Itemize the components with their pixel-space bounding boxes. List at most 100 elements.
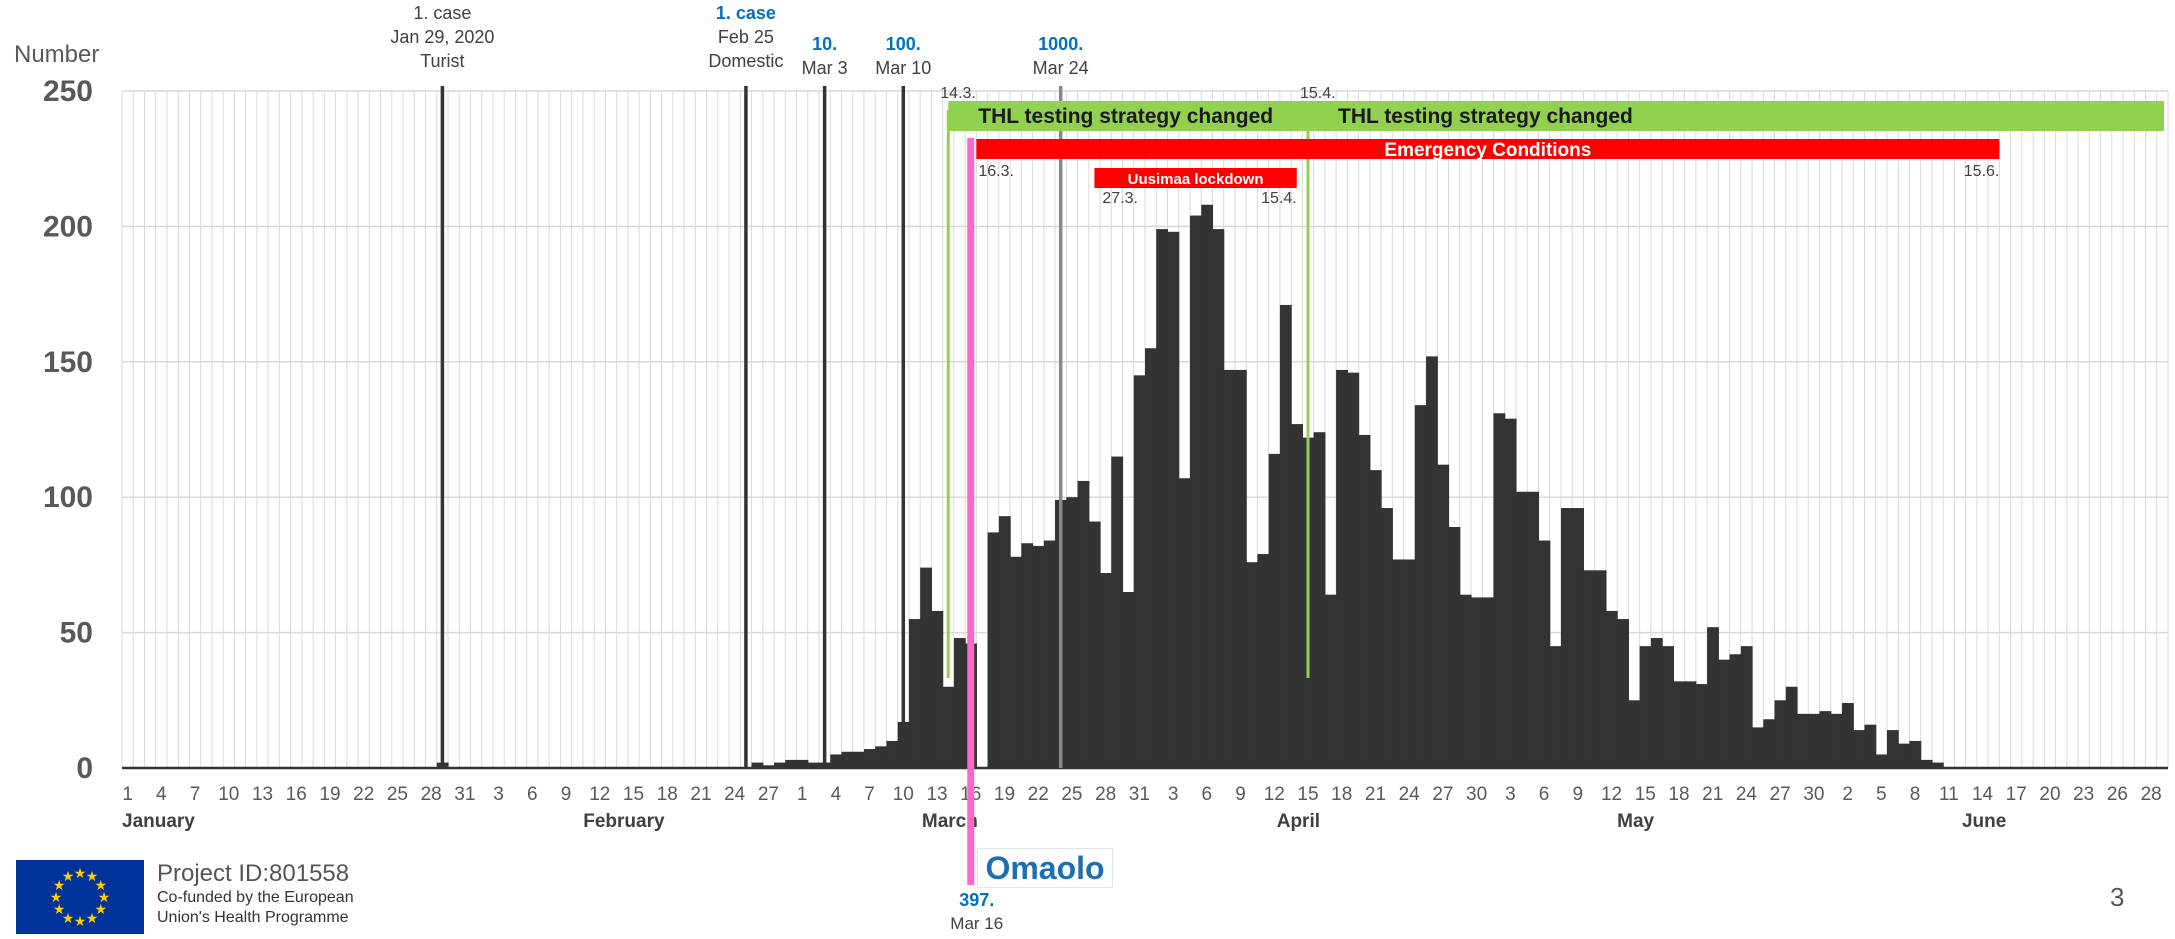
- omaolo-count-label: 397.: [959, 890, 994, 910]
- x-tick-label: 12: [1601, 784, 1622, 805]
- bar-2020-06-04: [1864, 724, 1877, 768]
- eu-star-icon: ★: [86, 868, 99, 884]
- bar-2020-05-24: [1740, 646, 1753, 768]
- y-tick-label: 200: [43, 210, 93, 243]
- bar-2020-04-22: [1381, 508, 1393, 768]
- x-tick-label: 6: [527, 784, 538, 805]
- bar-2020-04-14: [1291, 424, 1303, 768]
- bar-2020-04-21: [1369, 470, 1382, 768]
- x-tick-label: 3: [1168, 784, 1179, 805]
- bar-2020-05-02: [1493, 413, 1506, 768]
- bar-2020-04-10: [1246, 562, 1259, 768]
- y-tick-label: 50: [60, 617, 93, 650]
- milestone-label: 1. case: [413, 3, 471, 23]
- bar-2020-06-10: [1931, 762, 1944, 768]
- bar-2020-04-02: [1156, 229, 1169, 768]
- x-tick-label: 18: [1331, 784, 1352, 805]
- bar-2020-06-03: [1853, 730, 1866, 768]
- bar-2020-04-06: [1201, 204, 1214, 769]
- bar-2020-03-22: [1032, 545, 1045, 768]
- bar-2020-05-30: [1808, 713, 1821, 768]
- eu-star-icon: ★: [53, 901, 66, 917]
- bar-2020-05-28: [1785, 686, 1798, 768]
- x-tick-label: 25: [1061, 784, 1082, 805]
- x-tick-label: 14: [1972, 784, 1994, 805]
- x-tick-label: 1: [797, 784, 808, 805]
- x-tick-label: 21: [690, 784, 711, 805]
- x-tick-label: 25: [387, 784, 408, 805]
- bar-2020-05-12: [1605, 610, 1618, 768]
- bar-2020-02-28: [774, 762, 786, 768]
- x-tick-label: 6: [1202, 784, 1213, 805]
- x-tick-label: 30: [1466, 784, 1487, 805]
- bar-2020-04-27: [1437, 464, 1450, 768]
- bar-2020-05-31: [1819, 711, 1832, 768]
- bar-2020-03-08: [875, 746, 888, 768]
- milestone-label: 10.: [812, 34, 837, 54]
- emergency-bar: [976, 139, 2000, 159]
- bar-2020-03-29: [1111, 456, 1124, 768]
- bar-2020-05-17: [1662, 646, 1674, 768]
- x-tick-label: 27: [758, 784, 779, 805]
- bar-2020-05-14: [1628, 700, 1641, 768]
- x-tick-label: 9: [561, 784, 572, 805]
- bar-2020-04-18: [1336, 369, 1348, 768]
- bar-2020-03-09: [886, 740, 899, 768]
- bar-2020-03-20: [1010, 556, 1022, 768]
- bar-2020-05-07: [1549, 646, 1562, 768]
- milestone-label: Domestic: [708, 51, 783, 71]
- x-tick-label: 12: [1264, 784, 1285, 805]
- month-label: March: [922, 811, 978, 832]
- bar-2020-03-23: [1043, 540, 1056, 768]
- bar-2020-04-13: [1279, 304, 1292, 768]
- milestone-label: Mar 24: [1033, 58, 1089, 78]
- x-tick-label: 26: [2107, 784, 2128, 805]
- lockdown-end-label: 15.4.: [1261, 190, 1297, 207]
- x-tick-label: 10: [893, 784, 914, 805]
- bar-2020-04-30: [1471, 597, 1483, 768]
- milestone-label: 100.: [886, 34, 921, 54]
- month-label: April: [1277, 811, 1320, 832]
- milestone-label: Feb 25: [718, 27, 774, 47]
- bar-2020-05-04: [1515, 491, 1528, 768]
- bar-2020-04-16: [1313, 432, 1326, 768]
- eu-star-icon: ★: [74, 865, 87, 881]
- eu-star-icon: ★: [86, 910, 99, 926]
- cofunded-line-1: Co-funded by the European: [157, 889, 354, 906]
- eu-star-icon: ★: [74, 913, 87, 929]
- x-tick-label: 24: [724, 784, 746, 805]
- x-tick-label: 15: [1635, 784, 1656, 805]
- bar-2020-04-12: [1268, 453, 1281, 768]
- bar-2020-05-08: [1560, 508, 1573, 768]
- bar-2020-03-31: [1133, 375, 1146, 768]
- bar-2020-03-15: [953, 638, 966, 768]
- bar-2020-04-26: [1426, 356, 1438, 768]
- bar-2020-05-27: [1774, 700, 1787, 768]
- x-tick-label: 13: [252, 784, 273, 805]
- bar-2020-05-05: [1527, 491, 1540, 768]
- y-tick-label: 0: [76, 752, 93, 785]
- bar-2020-05-25: [1752, 727, 1764, 768]
- bar-2020-05-03: [1504, 418, 1517, 768]
- emergency-end-label: 15.6.: [1964, 163, 2000, 180]
- eu-star-icon: ★: [98, 889, 111, 905]
- eu-star-icon: ★: [95, 901, 108, 917]
- x-tick-label: 31: [1129, 784, 1150, 805]
- month-label: June: [1962, 811, 2006, 832]
- bar-2020-03-11: [908, 619, 921, 768]
- x-tick-label: 18: [657, 784, 678, 805]
- page-number: 3: [2110, 882, 2125, 912]
- eu-star-icon: ★: [62, 868, 75, 884]
- bar-2020-04-29: [1459, 594, 1472, 768]
- bar-2020-06-05: [1875, 754, 1888, 768]
- x-tick-label: 28: [2141, 784, 2162, 805]
- x-tick-label: 23: [2073, 784, 2094, 805]
- bar-2020-03-28: [1100, 573, 1112, 768]
- bar-2020-06-02: [1841, 703, 1854, 768]
- bar-2020-06-06: [1886, 730, 1899, 768]
- x-tick-label: 17: [2006, 784, 2027, 805]
- x-tick-label: 15: [623, 784, 644, 805]
- x-tick-label: 9: [1573, 784, 1584, 805]
- bar-2020-04-08: [1223, 369, 1236, 768]
